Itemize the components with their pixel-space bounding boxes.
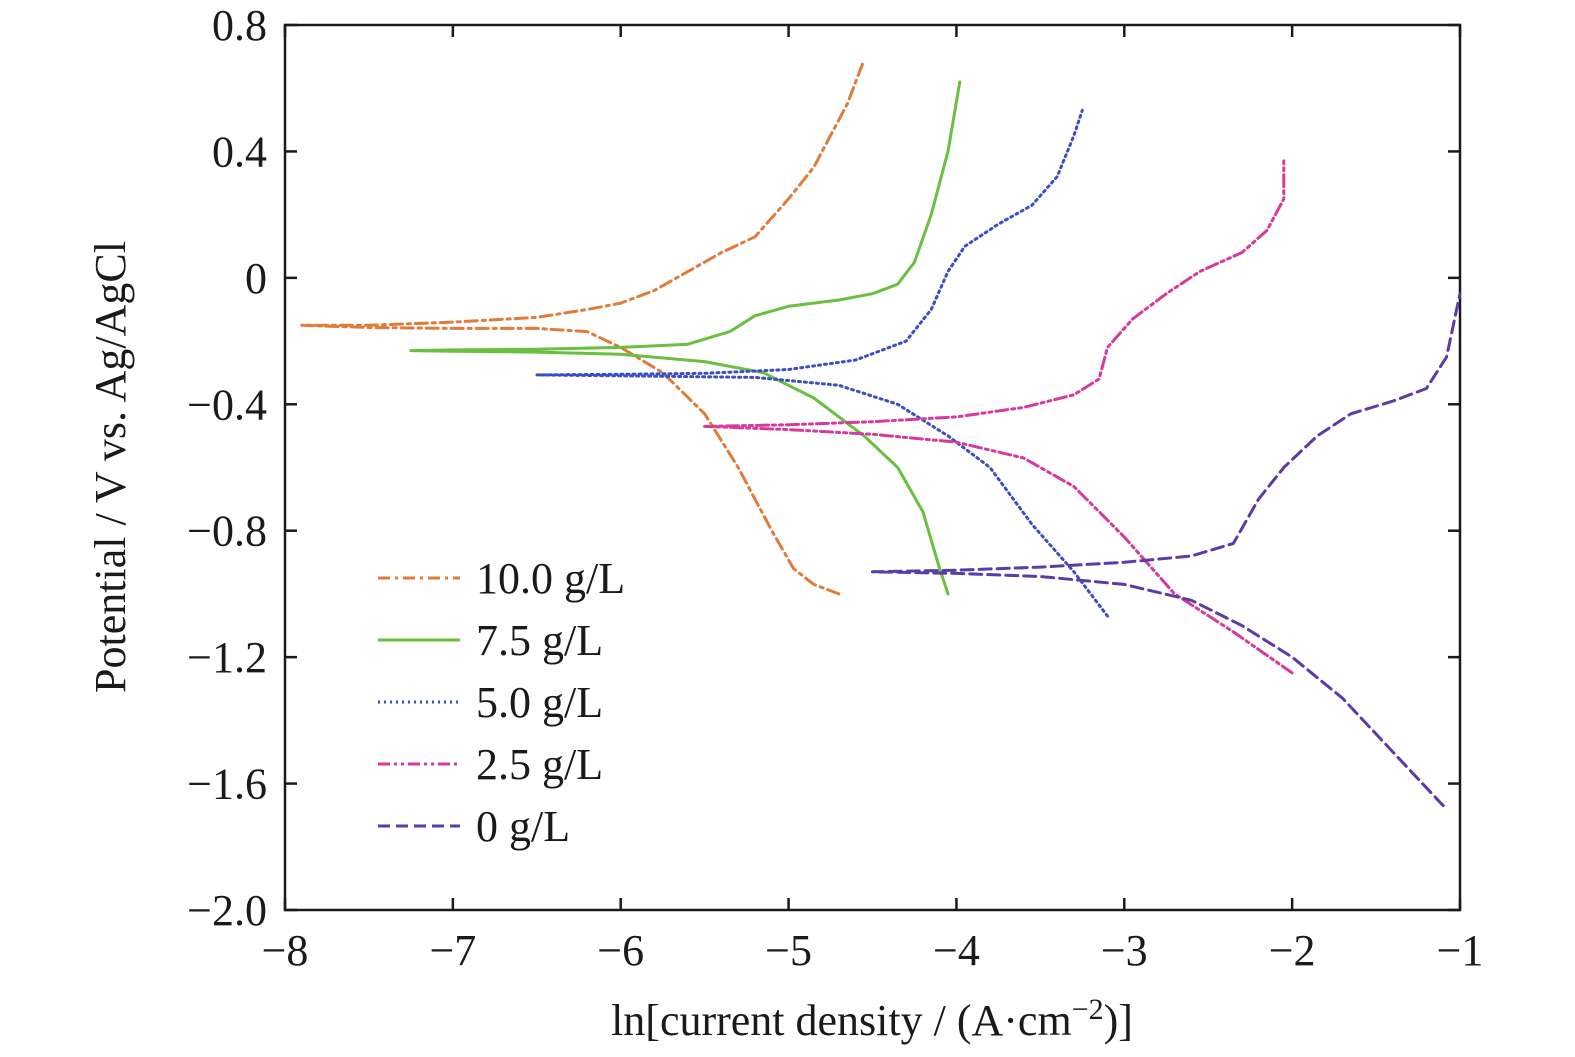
y-tick-label: −0.4	[187, 380, 267, 429]
legend-label: 0 g/L	[476, 802, 570, 851]
y-tick-label: 0.4	[212, 127, 267, 176]
y-tick-label: −1.2	[187, 633, 267, 682]
x-axis-title-superscript: −2	[1072, 993, 1104, 1026]
legend: 10.0 g/L 7.5 g/L 5.0 g/L 2.5 g/L 0 g/L	[378, 554, 625, 851]
x-tick-label: −5	[765, 926, 812, 975]
x-tick-label: −4	[933, 926, 980, 975]
x-tick-label: −1	[1437, 926, 1484, 975]
x-tick-label: −2	[1269, 926, 1316, 975]
y-tick-label: −0.8	[187, 507, 267, 556]
series-line-0-g-l	[871, 292, 1462, 808]
legend-label: 10.0 g/L	[476, 554, 625, 603]
x-tick-label: −8	[262, 926, 309, 975]
plot-frame	[283, 23, 1462, 912]
y-tick-label: 0.8	[212, 1, 267, 50]
y-axis-title: Potential / V vs. Ag/AgCl	[86, 241, 135, 693]
legend-label: 5.0 g/L	[476, 678, 603, 727]
x-tick-label: −6	[597, 926, 644, 975]
y-tick-label: 0	[245, 254, 267, 303]
series-line-7-5-g-l	[409, 80, 962, 596]
legend-label: 2.5 g/L	[476, 740, 603, 789]
series-line-2-5-g-l	[703, 159, 1294, 675]
x-axis-title: ln[current density / (A·cm−2)]	[611, 993, 1133, 1045]
x-tick-label: −3	[1101, 926, 1148, 975]
axis-tick-labels: −8 −7 −6 −5 −4 −3 −2 −1 −2.0 −1.6 −1.2 −0.8 −0.4 0 0.4…	[187, 1, 1483, 975]
series-line-5-0-g-l	[535, 108, 1109, 618]
series-line-10-0-g-l	[300, 58, 866, 596]
y-tick-label: −1.6	[187, 760, 267, 809]
y-tick-label: −2.0	[187, 886, 267, 935]
axis-ticks	[283, 23, 1462, 912]
x-tick-label: −7	[429, 926, 476, 975]
legend-label: 7.5 g/L	[476, 616, 603, 665]
series-layer	[300, 58, 1462, 808]
